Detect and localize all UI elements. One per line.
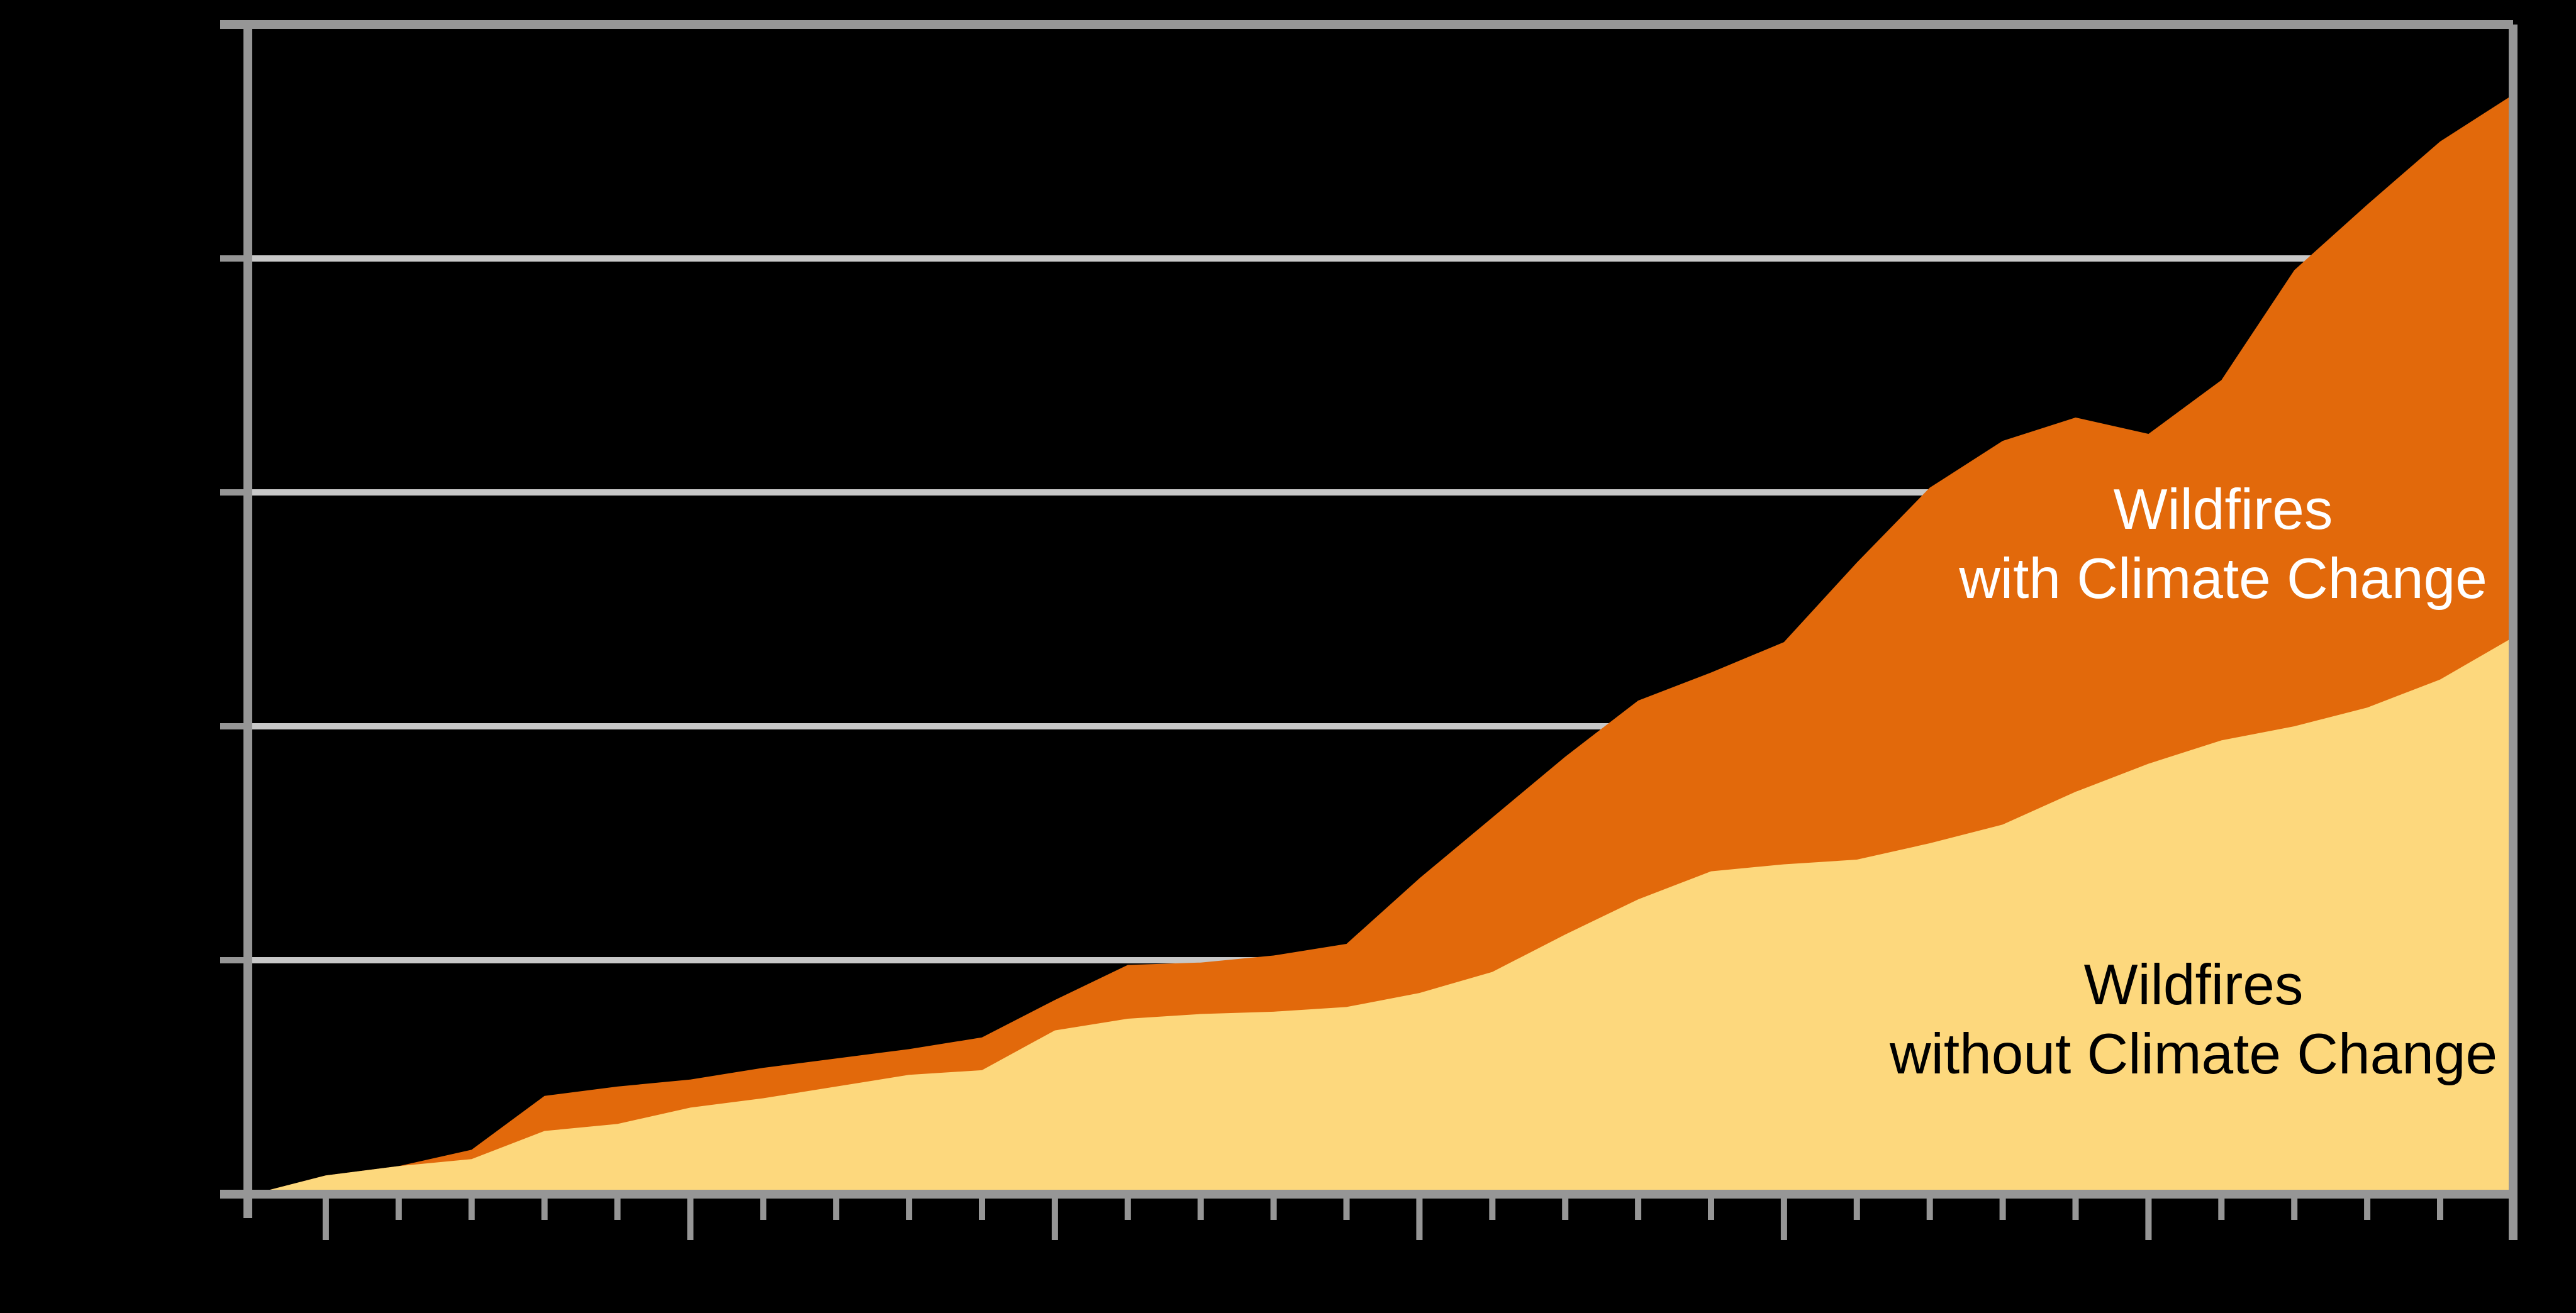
with-climate-change-label: Wildfires with Climate Change <box>1959 475 2487 614</box>
with-climate-change-label-line1: Wildfires <box>2113 478 2333 541</box>
without-climate-change-label-line2: without Climate Change <box>1889 1022 2498 1086</box>
with-climate-change-label-line2: with Climate Change <box>1959 547 2487 611</box>
without-climate-change-area <box>253 637 2513 1194</box>
without-climate-change-label-line1: Wildfires <box>2083 953 2304 1017</box>
without-climate-change-label: Wildfires without Climate Change <box>1890 951 2497 1089</box>
